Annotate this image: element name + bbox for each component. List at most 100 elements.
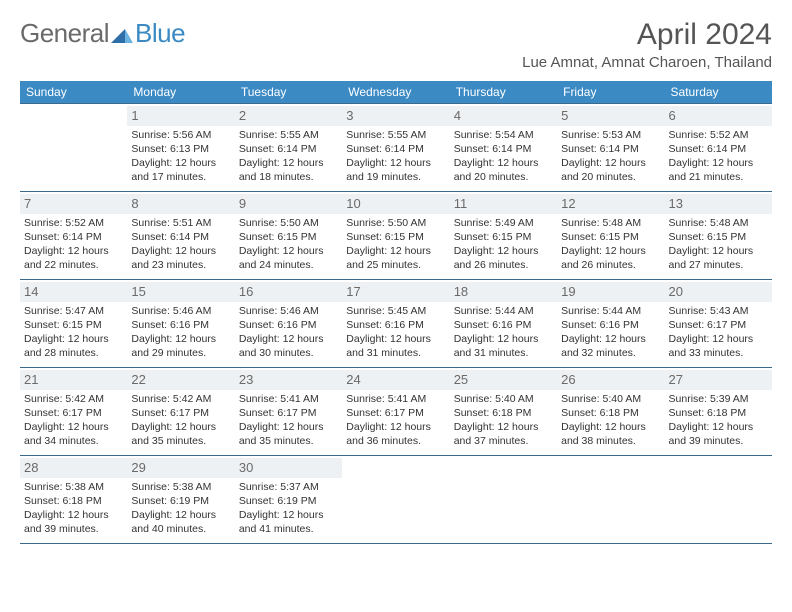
- day-info: Sunrise: 5:54 AMSunset: 6:14 PMDaylight:…: [454, 128, 553, 185]
- sunset-line: Sunset: 6:14 PM: [669, 142, 768, 156]
- logo-text-general: General: [20, 18, 109, 49]
- week-row: 7Sunrise: 5:52 AMSunset: 6:14 PMDaylight…: [20, 192, 772, 280]
- day-cell: 14Sunrise: 5:47 AMSunset: 6:15 PMDayligh…: [20, 280, 127, 368]
- sunrise-line: Sunrise: 5:43 AM: [669, 304, 768, 318]
- day-cell: 6Sunrise: 5:52 AMSunset: 6:14 PMDaylight…: [665, 104, 772, 192]
- day-cell: 1Sunrise: 5:56 AMSunset: 6:13 PMDaylight…: [127, 104, 234, 192]
- sunrise-line: Sunrise: 5:42 AM: [24, 392, 123, 406]
- day-number: 27: [665, 370, 772, 390]
- day-info: Sunrise: 5:43 AMSunset: 6:17 PMDaylight:…: [669, 304, 768, 361]
- day-header-thursday: Thursday: [450, 81, 557, 104]
- sunset-line: Sunset: 6:14 PM: [239, 142, 338, 156]
- day-header-monday: Monday: [127, 81, 234, 104]
- day-cell: 20Sunrise: 5:43 AMSunset: 6:17 PMDayligh…: [665, 280, 772, 368]
- sunrise-line: Sunrise: 5:50 AM: [239, 216, 338, 230]
- day-info: Sunrise: 5:50 AMSunset: 6:15 PMDaylight:…: [346, 216, 445, 273]
- day-cell: [20, 104, 127, 192]
- sunset-line: Sunset: 6:16 PM: [454, 318, 553, 332]
- sunset-line: Sunset: 6:18 PM: [454, 406, 553, 420]
- day-number: 6: [665, 106, 772, 126]
- day-header-friday: Friday: [557, 81, 664, 104]
- day-number: 23: [235, 370, 342, 390]
- sunset-line: Sunset: 6:15 PM: [239, 230, 338, 244]
- day-cell: 5Sunrise: 5:53 AMSunset: 6:14 PMDaylight…: [557, 104, 664, 192]
- day-cell: 27Sunrise: 5:39 AMSunset: 6:18 PMDayligh…: [665, 368, 772, 456]
- day-info: Sunrise: 5:42 AMSunset: 6:17 PMDaylight:…: [24, 392, 123, 449]
- day-cell: 22Sunrise: 5:42 AMSunset: 6:17 PMDayligh…: [127, 368, 234, 456]
- day-number: 24: [342, 370, 449, 390]
- daylight-line: Daylight: 12 hours and 20 minutes.: [454, 156, 553, 184]
- sunset-line: Sunset: 6:15 PM: [669, 230, 768, 244]
- logo-triangle-icon: [111, 25, 133, 43]
- sunset-line: Sunset: 6:14 PM: [131, 230, 230, 244]
- day-number: 18: [450, 282, 557, 302]
- day-header-tuesday: Tuesday: [235, 81, 342, 104]
- day-cell: 13Sunrise: 5:48 AMSunset: 6:15 PMDayligh…: [665, 192, 772, 280]
- title-block: April 2024 Lue Amnat, Amnat Charoen, Tha…: [522, 18, 772, 77]
- day-number: 29: [127, 458, 234, 478]
- day-cell: 12Sunrise: 5:48 AMSunset: 6:15 PMDayligh…: [557, 192, 664, 280]
- day-info: Sunrise: 5:52 AMSunset: 6:14 PMDaylight:…: [24, 216, 123, 273]
- day-number: 20: [665, 282, 772, 302]
- day-number: 22: [127, 370, 234, 390]
- day-cell: [342, 456, 449, 544]
- sunset-line: Sunset: 6:16 PM: [239, 318, 338, 332]
- day-info: Sunrise: 5:46 AMSunset: 6:16 PMDaylight:…: [131, 304, 230, 361]
- day-info: Sunrise: 5:44 AMSunset: 6:16 PMDaylight:…: [561, 304, 660, 361]
- day-number: 4: [450, 106, 557, 126]
- sunrise-line: Sunrise: 5:47 AM: [24, 304, 123, 318]
- daylight-line: Daylight: 12 hours and 39 minutes.: [24, 508, 123, 536]
- day-info: Sunrise: 5:38 AMSunset: 6:19 PMDaylight:…: [131, 480, 230, 537]
- day-cell: 10Sunrise: 5:50 AMSunset: 6:15 PMDayligh…: [342, 192, 449, 280]
- day-number: 1: [127, 106, 234, 126]
- sunrise-line: Sunrise: 5:40 AM: [454, 392, 553, 406]
- daylight-line: Daylight: 12 hours and 40 minutes.: [131, 508, 230, 536]
- day-cell: 3Sunrise: 5:55 AMSunset: 6:14 PMDaylight…: [342, 104, 449, 192]
- daylight-line: Daylight: 12 hours and 20 minutes.: [561, 156, 660, 184]
- sunset-line: Sunset: 6:16 PM: [346, 318, 445, 332]
- day-info: Sunrise: 5:55 AMSunset: 6:14 PMDaylight:…: [346, 128, 445, 185]
- day-info: Sunrise: 5:50 AMSunset: 6:15 PMDaylight:…: [239, 216, 338, 273]
- day-number: 30: [235, 458, 342, 478]
- day-number: 9: [235, 194, 342, 214]
- day-info: Sunrise: 5:42 AMSunset: 6:17 PMDaylight:…: [131, 392, 230, 449]
- daylight-line: Daylight: 12 hours and 41 minutes.: [239, 508, 338, 536]
- sunrise-line: Sunrise: 5:46 AM: [131, 304, 230, 318]
- location-text: Lue Amnat, Amnat Charoen, Thailand: [522, 54, 772, 71]
- sunset-line: Sunset: 6:19 PM: [131, 494, 230, 508]
- sunrise-line: Sunrise: 5:55 AM: [346, 128, 445, 142]
- week-row: 28Sunrise: 5:38 AMSunset: 6:18 PMDayligh…: [20, 456, 772, 544]
- month-title: April 2024: [522, 18, 772, 52]
- sunrise-line: Sunrise: 5:44 AM: [454, 304, 553, 318]
- daylight-line: Daylight: 12 hours and 26 minutes.: [561, 244, 660, 272]
- sunrise-line: Sunrise: 5:41 AM: [239, 392, 338, 406]
- day-info: Sunrise: 5:48 AMSunset: 6:15 PMDaylight:…: [669, 216, 768, 273]
- sunset-line: Sunset: 6:14 PM: [454, 142, 553, 156]
- day-header-sunday: Sunday: [20, 81, 127, 104]
- sunset-line: Sunset: 6:19 PM: [239, 494, 338, 508]
- calendar-table: Sunday Monday Tuesday Wednesday Thursday…: [20, 81, 772, 544]
- sunset-line: Sunset: 6:13 PM: [131, 142, 230, 156]
- sunrise-line: Sunrise: 5:48 AM: [669, 216, 768, 230]
- sunset-line: Sunset: 6:17 PM: [131, 406, 230, 420]
- sunset-line: Sunset: 6:14 PM: [24, 230, 123, 244]
- day-info: Sunrise: 5:39 AMSunset: 6:18 PMDaylight:…: [669, 392, 768, 449]
- day-number: 25: [450, 370, 557, 390]
- day-number: 10: [342, 194, 449, 214]
- sunrise-line: Sunrise: 5:53 AM: [561, 128, 660, 142]
- daylight-line: Daylight: 12 hours and 27 minutes.: [669, 244, 768, 272]
- day-cell: 23Sunrise: 5:41 AMSunset: 6:17 PMDayligh…: [235, 368, 342, 456]
- day-cell: 21Sunrise: 5:42 AMSunset: 6:17 PMDayligh…: [20, 368, 127, 456]
- day-cell: [665, 456, 772, 544]
- day-info: Sunrise: 5:40 AMSunset: 6:18 PMDaylight:…: [454, 392, 553, 449]
- daylight-line: Daylight: 12 hours and 30 minutes.: [239, 332, 338, 360]
- day-header-row: Sunday Monday Tuesday Wednesday Thursday…: [20, 81, 772, 104]
- day-cell: [450, 456, 557, 544]
- day-info: Sunrise: 5:40 AMSunset: 6:18 PMDaylight:…: [561, 392, 660, 449]
- day-info: Sunrise: 5:56 AMSunset: 6:13 PMDaylight:…: [131, 128, 230, 185]
- sunset-line: Sunset: 6:16 PM: [131, 318, 230, 332]
- logo: General Blue: [20, 18, 185, 49]
- day-number: 21: [20, 370, 127, 390]
- day-cell: 11Sunrise: 5:49 AMSunset: 6:15 PMDayligh…: [450, 192, 557, 280]
- sunrise-line: Sunrise: 5:42 AM: [131, 392, 230, 406]
